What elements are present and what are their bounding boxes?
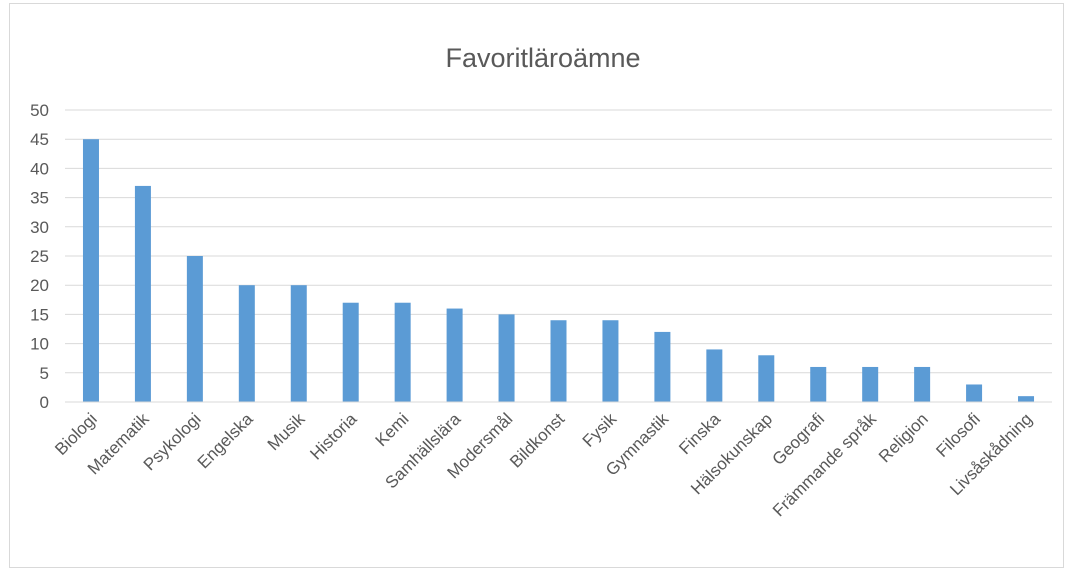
x-category-label: Historia	[306, 409, 361, 464]
y-tick-label: 35	[30, 189, 49, 208]
y-tick-label: 25	[30, 247, 49, 266]
bar	[291, 285, 307, 402]
x-category-label: Filosofi	[932, 409, 984, 461]
bar	[395, 303, 411, 402]
y-tick-label: 5	[40, 364, 49, 383]
y-tick-label: 20	[30, 276, 49, 295]
x-category-label: Finska	[675, 409, 724, 458]
bar	[654, 332, 670, 402]
x-category-label: Psykologi	[140, 409, 205, 474]
bar	[758, 355, 774, 402]
bar	[343, 303, 359, 402]
bar	[83, 139, 99, 402]
bar	[706, 349, 722, 402]
y-tick-label: 30	[30, 218, 49, 237]
y-tick-label: 40	[30, 159, 49, 178]
x-category-label: Fysik	[579, 409, 621, 451]
x-category-label: Bildkonst	[506, 409, 568, 471]
bar	[914, 367, 930, 402]
x-category-label: Musik	[264, 409, 309, 454]
bar	[966, 384, 982, 402]
bars	[83, 139, 1034, 402]
y-tick-label: 50	[30, 101, 49, 120]
y-axis-tick-labels: 0 5 10 15 20 25 30 35 40 45 50	[30, 101, 49, 412]
bar	[551, 320, 567, 402]
bar	[602, 320, 618, 402]
bar	[135, 186, 151, 402]
y-tick-label: 45	[30, 130, 49, 149]
chart-title: Favoritläroämne	[445, 43, 640, 73]
x-category-label: Religion	[875, 409, 932, 466]
y-tick-label: 0	[40, 393, 49, 412]
bar	[187, 256, 203, 402]
bar	[499, 314, 515, 402]
bar	[447, 309, 463, 402]
x-category-label: Kemi	[372, 409, 413, 450]
bar	[810, 367, 826, 402]
bar	[862, 367, 878, 402]
bar	[239, 285, 255, 402]
y-tick-label: 15	[30, 305, 49, 324]
x-category-label: Biologi	[51, 409, 101, 459]
y-tick-label: 10	[30, 335, 49, 354]
bar	[1018, 396, 1034, 402]
x-category-label: Engelska	[194, 409, 257, 472]
